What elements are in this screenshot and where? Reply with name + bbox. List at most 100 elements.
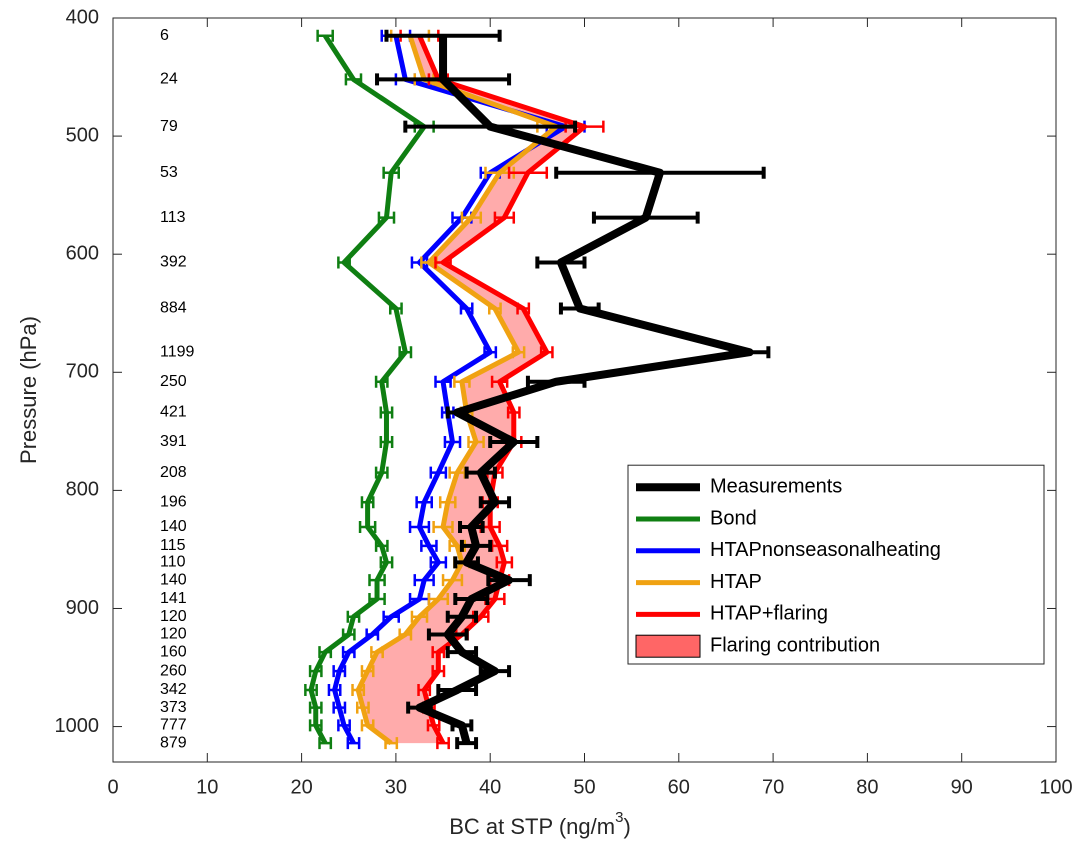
- error-bar: [406, 701, 433, 714]
- x-tick-label: 40: [479, 776, 501, 798]
- error-bar: [379, 435, 394, 448]
- error-bar: [728, 346, 771, 359]
- error-bar: [434, 375, 452, 388]
- error-bar: [368, 574, 386, 587]
- y-tick-label: 500: [66, 124, 99, 146]
- legend-label: Measurements: [710, 475, 842, 497]
- error-bar: [488, 435, 540, 448]
- error-bar: [413, 574, 435, 587]
- x-tick-label: 0: [107, 776, 118, 798]
- x-label-sup: 3: [615, 809, 623, 826]
- series-line: [417, 34, 587, 745]
- error-bar: [379, 406, 394, 419]
- error-bar: [434, 256, 452, 269]
- error-bar: [415, 496, 433, 509]
- sample-count: 110: [160, 554, 186, 571]
- error-bar: [426, 719, 441, 732]
- error-bar: [441, 574, 464, 587]
- error-bar: [382, 166, 400, 179]
- sample-count: 120: [160, 626, 187, 643]
- error-bar: [558, 302, 601, 315]
- error-bar: [431, 646, 446, 659]
- error-bar: [460, 211, 483, 224]
- sample-count: 373: [160, 699, 187, 716]
- error-bar: [398, 628, 413, 641]
- x-tick-label: 80: [856, 776, 878, 798]
- x-tick-label: 30: [385, 776, 407, 798]
- x-label-end: ): [623, 814, 630, 839]
- error-bar: [318, 737, 333, 750]
- sample-count: 160: [160, 643, 187, 660]
- error-bar: [426, 628, 469, 641]
- legend-label: HTAP: [710, 571, 762, 593]
- error-bar: [450, 719, 474, 732]
- sample-count: 24: [160, 71, 178, 88]
- sample-count: 53: [160, 164, 178, 181]
- error-bar: [365, 628, 380, 641]
- error-bar: [379, 556, 394, 569]
- error-bar: [360, 496, 375, 509]
- error-bar: [453, 375, 471, 388]
- sample-count: 391: [160, 433, 187, 450]
- sample-count: 884: [160, 300, 187, 317]
- sample-count: 113: [160, 209, 186, 226]
- x-tick-label: 50: [573, 776, 595, 798]
- error-bar: [431, 665, 446, 678]
- error-bar: [455, 737, 479, 750]
- x-tick-label: 20: [290, 776, 312, 798]
- error-bar: [495, 556, 514, 569]
- y-tick-label: 800: [66, 479, 99, 501]
- sample-count: 140: [160, 518, 187, 535]
- sample-count: 141: [160, 590, 187, 607]
- error-bar: [316, 29, 334, 42]
- y-axis-label: Pressure (hPa): [16, 316, 41, 464]
- x-label-text: BC at STP (ng/m: [449, 814, 615, 839]
- series-line: [355, 34, 559, 746]
- error-bar: [539, 346, 554, 359]
- error-bar: [554, 166, 766, 179]
- y-tick-label: 900: [66, 597, 99, 619]
- error-bar: [432, 520, 454, 533]
- error-bar: [358, 520, 377, 533]
- sample-count: 777: [160, 717, 187, 734]
- error-bar: [438, 496, 457, 509]
- error-bar: [337, 256, 351, 269]
- flaring-area: [358, 35, 585, 744]
- error-bar: [308, 665, 323, 678]
- error-bar: [346, 737, 361, 750]
- sample-count: 120: [160, 608, 187, 625]
- error-bar: [458, 520, 485, 533]
- error-bar: [467, 435, 485, 448]
- error-bar: [459, 302, 474, 315]
- error-bar: [453, 556, 480, 569]
- error-bar: [516, 302, 531, 315]
- error-bar: [417, 683, 432, 696]
- legend-label: HTAPnonseasonalheating: [710, 539, 941, 561]
- error-bar: [535, 256, 587, 269]
- error-bar: [410, 610, 429, 623]
- y-tick-label: 700: [66, 361, 99, 383]
- error-bar: [337, 719, 351, 732]
- error-bar: [427, 593, 450, 606]
- sample-count: 421: [160, 404, 187, 421]
- sample-count: 1199: [160, 343, 195, 360]
- y-tick-label: 1000: [55, 715, 100, 737]
- error-bar: [308, 719, 323, 732]
- sample-count: 208: [160, 464, 187, 481]
- error-bar: [332, 701, 347, 714]
- error-bar: [374, 539, 389, 552]
- legend-swatch: [635, 634, 701, 658]
- error-bar: [408, 520, 431, 533]
- error-bar: [488, 302, 502, 315]
- error-bar: [445, 610, 479, 623]
- error-bar: [490, 375, 509, 388]
- sample-count: 250: [160, 373, 187, 390]
- error-bar: [507, 166, 549, 179]
- x-axis-label: BC at STP (ng/m3): [449, 809, 631, 839]
- sample-count: 196: [160, 493, 187, 510]
- legend-label: Flaring contribution: [710, 634, 880, 656]
- error-bar: [355, 701, 370, 714]
- error-bar: [374, 375, 389, 388]
- legend-label: HTAP+flaring: [710, 603, 828, 625]
- error-bar: [591, 211, 700, 224]
